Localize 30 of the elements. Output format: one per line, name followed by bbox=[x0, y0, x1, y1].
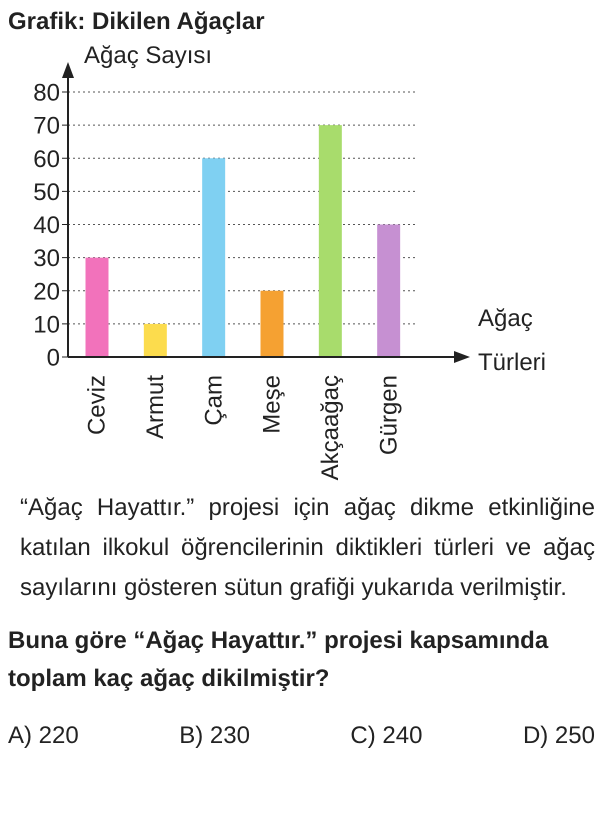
y-tick-label: 0 bbox=[46, 344, 60, 372]
y-tick-label: 40 bbox=[33, 212, 60, 240]
y-tick-label: 80 bbox=[33, 80, 60, 107]
y-tick-label: 20 bbox=[33, 278, 60, 306]
bar bbox=[202, 158, 226, 357]
y-tick-label: 50 bbox=[33, 178, 60, 206]
bar bbox=[86, 258, 108, 357]
x-tick-label: Ceviz bbox=[84, 375, 111, 436]
y-axis-title: Ağaç Sayısı bbox=[84, 42, 212, 70]
x-axis-title: Ağaç Türleri bbox=[478, 304, 548, 378]
text: Buna göre “Ağaç Hayattır.” projesi kapsamında toplam kaç ağaç dikilmiştir? bbox=[8, 626, 550, 694]
bar bbox=[144, 324, 167, 357]
text: D) 250 bbox=[522, 722, 595, 750]
x-tick-label: Çam bbox=[200, 375, 228, 426]
text: A) 220 bbox=[8, 722, 79, 750]
x-tick-label: Armut bbox=[142, 374, 169, 440]
x-tick-label: Akçaağaç bbox=[317, 375, 344, 480]
y-tick-label: 70 bbox=[33, 112, 60, 140]
chart-title: Grafik: Dikilen Ağaçlar bbox=[8, 8, 266, 37]
text: B) 230 bbox=[179, 722, 250, 750]
text: “Ağaç Hayattır.” projesi için ağaç dikme etkinliğine katılan ilkokul öğrencilerinin diktikleri türleri ve ağaç sayılarını gösteren sütun grafiği yukarıda verilmiştir. bbox=[19, 493, 595, 603]
y-tick-label: 60 bbox=[33, 146, 60, 173]
bar bbox=[377, 224, 400, 357]
y-tick-label: 30 bbox=[33, 245, 60, 272]
bar bbox=[260, 290, 284, 357]
x-tick-label: Meşe bbox=[258, 375, 286, 434]
y-tick-label: 10 bbox=[33, 311, 60, 338]
x-tick-label: Gürgen bbox=[375, 375, 402, 456]
text: C) 240 bbox=[350, 722, 422, 750]
bar bbox=[318, 125, 342, 357]
